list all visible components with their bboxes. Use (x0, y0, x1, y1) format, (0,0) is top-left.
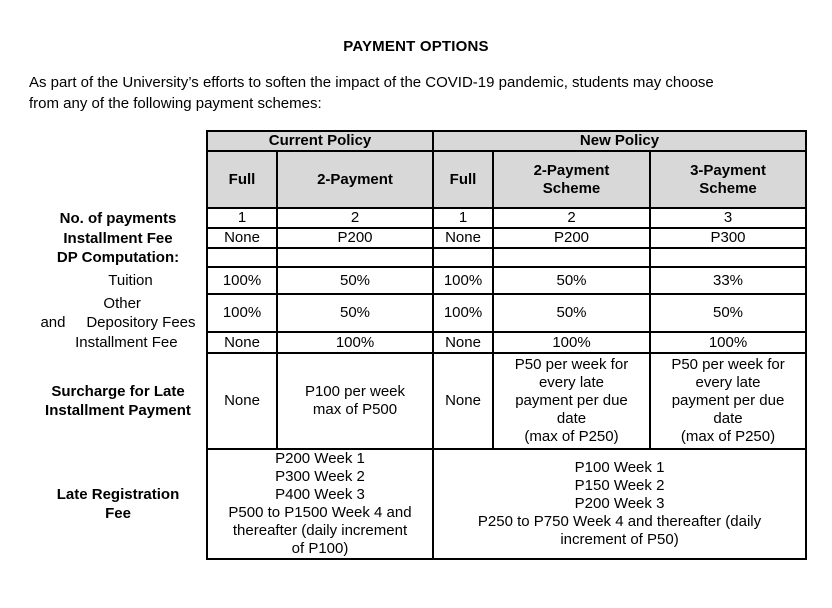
cell-current-full: None (206, 331, 278, 354)
payment-options-table: Current Policy New Policy Full 2-Payment… (30, 130, 808, 560)
cell-current-2payment: 50% (276, 266, 434, 295)
cell-new-full: None (432, 352, 494, 450)
cell-current-full: None (206, 227, 278, 249)
row-label-dp-installment-fee: Installment Fee (30, 332, 207, 353)
cell-current-2payment: 2 (276, 207, 434, 229)
cell-new-3payment: 3 (648, 207, 808, 229)
cell-current-2payment: P100 per week max of P500 (276, 352, 434, 450)
cell-current-2payment (276, 247, 434, 268)
row-installment-fee: Installment Fee None P200 None P200 P300 (30, 227, 808, 249)
intro-paragraph: As part of the University’s efforts to s… (29, 74, 714, 112)
cell-new-late-registration: P100 Week 1 P150 Week 2 P200 Week 3 P250… (431, 448, 808, 560)
cell-new-2payment (492, 247, 651, 268)
label-spacer (30, 131, 207, 151)
cell-current-full: 100% (206, 293, 278, 333)
cell-new-2payment: 50% (492, 293, 651, 333)
cell-new-full (432, 247, 494, 268)
cell-new-2payment: 100% (492, 331, 651, 354)
page-title: PAYMENT OPTIONS (343, 38, 489, 55)
cell-current-2payment: 100% (276, 331, 434, 354)
row-surcharge-late-installment: Surcharge for Late Installment Payment N… (30, 352, 808, 450)
row-late-registration-fee: Late Registration Fee P200 Week 1 P300 W… (30, 448, 808, 560)
cell-new-full: 100% (432, 266, 494, 295)
cell-new-2payment: 50% (492, 266, 651, 295)
cell-current-full: 100% (206, 266, 278, 295)
cell-current-2payment: 50% (276, 293, 434, 333)
row-label-installment-fee: Installment Fee (30, 228, 207, 248)
label-spacer (30, 151, 207, 208)
row-label-dp-computation: DP Computation: (30, 248, 207, 267)
cell-new-3payment: P300 (648, 227, 808, 249)
row-no-of-payments: No. of payments 1 2 1 2 3 (30, 207, 808, 229)
cell-current-late-registration: P200 Week 1 P300 Week 2 P400 Week 3 P500… (206, 448, 434, 560)
row-label-surcharge: Surcharge for Late Installment Payment (30, 353, 207, 449)
cell-new-full: 100% (432, 293, 494, 333)
row-policy-headers: Current Policy New Policy (30, 130, 808, 152)
header-current-policy: Current Policy (206, 130, 434, 152)
row-dp-installment-fee: Installment Fee None 100% None 100% 100% (30, 331, 808, 354)
cell-new-3payment: 50% (648, 293, 808, 333)
cell-new-2payment: P200 (492, 227, 651, 249)
cell-new-full: None (432, 331, 494, 354)
row-scheme-headers: Full 2-Payment Full 2-Payment Scheme 3-P… (30, 150, 808, 209)
row-label-late-registration-fee: Late Registration Fee (30, 449, 207, 559)
row-label-no-of-payments: No. of payments (30, 208, 207, 228)
row-dp-computation: DP Computation: (30, 247, 808, 268)
header-new-3payment-scheme: 3-Payment Scheme (648, 150, 808, 209)
row-tuition: Tuition 100% 50% 100% 50% 33% (30, 266, 808, 295)
cell-current-full (206, 247, 278, 268)
row-label-tuition: Tuition (30, 267, 207, 294)
header-new-policy: New Policy (431, 130, 808, 152)
cell-new-2payment: P50 per week for every late payment per … (492, 352, 651, 450)
header-new-2payment-scheme: 2-Payment Scheme (492, 150, 651, 209)
cell-new-3payment (648, 247, 808, 268)
cell-current-full: 1 (206, 207, 278, 229)
cell-current-full: None (206, 352, 278, 450)
row-other-depository-fees: Other and Depository Fees 100% 50% 100% … (30, 293, 808, 333)
header-current-2payment: 2-Payment (276, 150, 434, 209)
cell-new-3payment: 100% (648, 331, 808, 354)
cell-new-full: None (432, 227, 494, 249)
cell-current-2payment: P200 (276, 227, 434, 249)
header-current-full: Full (206, 150, 278, 209)
cell-new-full: 1 (432, 207, 494, 229)
cell-new-3payment: P50 per week for every late payment per … (648, 352, 808, 450)
header-new-full: Full (432, 150, 494, 209)
cell-new-3payment: 33% (648, 266, 808, 295)
cell-new-2payment: 2 (492, 207, 651, 229)
row-label-other-depository-fees: Other and Depository Fees (30, 294, 207, 332)
